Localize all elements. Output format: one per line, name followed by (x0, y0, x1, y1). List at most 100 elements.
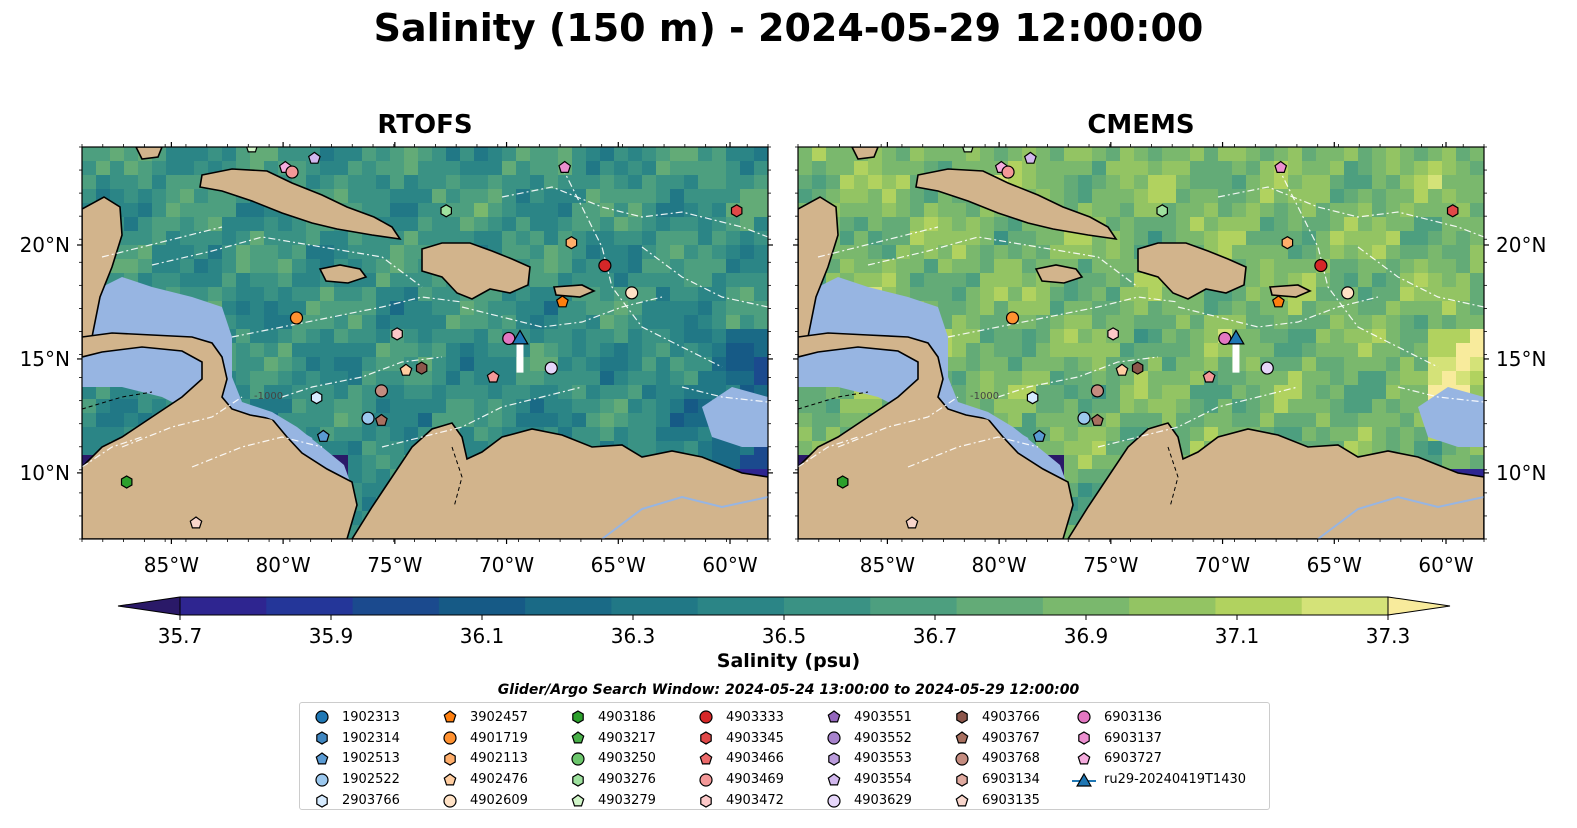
float-marker-4903767 (1090, 413, 1104, 426)
eez-boundary (101, 226, 223, 258)
float-marker-4903186 (836, 475, 849, 489)
float-marker-4903469 (1001, 165, 1015, 179)
float-marker-4903472 (1107, 327, 1119, 341)
legend-label: 4902113 (470, 751, 528, 767)
legend-float-marker (571, 731, 585, 744)
legend-marker-icon (571, 793, 585, 807)
legend-float-marker (827, 773, 841, 786)
shelf-area (1418, 387, 1484, 447)
legend-label: 4903554 (854, 772, 912, 788)
legend-label: 6903135 (982, 793, 1040, 809)
legend-float-marker (827, 710, 841, 723)
eez-boundary (641, 246, 768, 308)
float-marker-4903629 (1260, 361, 1274, 375)
land-mass (798, 332, 1074, 539)
legend-item: 4901719 (438, 728, 528, 749)
legend-item: 1902314 (310, 728, 400, 749)
float-marker-1902313 (784, 198, 796, 210)
legend-float-marker (572, 773, 584, 787)
eez-boundary (997, 356, 1159, 398)
legend-float-marker (315, 773, 329, 787)
colorbar-tick-label: 35.7 (158, 624, 203, 648)
legend-float-marker (956, 773, 968, 787)
legend-label: 4903469 (726, 772, 784, 788)
float-marker-4903186 (120, 475, 133, 489)
float-marker-4903217 (774, 266, 785, 277)
legend-item: 4903552 (822, 728, 912, 749)
lon-tick-label: 60°W (702, 553, 757, 577)
legend-item: 4903279 (566, 790, 656, 811)
legend-marker-icon (955, 731, 969, 744)
legend-item: 6903134 (950, 769, 1040, 790)
legend-marker-icon (572, 710, 584, 725)
legend-item: 4903276 (566, 769, 656, 790)
float-marker-1902314 (1521, 141, 1531, 153)
legend-float-marker (443, 773, 457, 786)
legend-label: 1902522 (342, 772, 400, 788)
legend-item: 4903553 (822, 749, 912, 770)
float-marker-4902476 (1115, 363, 1129, 376)
eez-boundary (231, 296, 463, 338)
eez-boundary (1397, 386, 1484, 403)
legend-marker-icon (700, 731, 712, 745)
colorbar-tick-label: 36.7 (913, 624, 958, 648)
float-marker-4901719 (289, 311, 304, 325)
legend-label: 4903766 (982, 709, 1040, 725)
legend-marker-icon (316, 731, 328, 745)
float-marker-4903768 (1090, 384, 1105, 398)
legend-marker-icon (700, 793, 712, 808)
legend-float-marker (443, 793, 457, 808)
legend-item: 4903217 (566, 728, 656, 749)
legend-label: 4903629 (854, 793, 912, 809)
legend-float-marker (572, 710, 584, 725)
float-marker-4903345 (1446, 204, 1459, 218)
legend-label: 4903551 (854, 709, 912, 725)
legend-item: 6903135 (950, 790, 1040, 811)
legend-label: 4903333 (726, 709, 784, 725)
float-marker-4903276 (440, 204, 452, 218)
legend-label: 4903279 (598, 793, 656, 809)
legend-item: 4903629 (822, 790, 912, 811)
panel-title-cmems: CMEMS (1087, 110, 1195, 140)
contour-label: -1000 (970, 391, 999, 402)
legend-marker-icon (956, 773, 968, 787)
lat-tick-label: 20°N (20, 233, 70, 257)
lat-tick-label: 15°N (1496, 347, 1546, 371)
lat-tick-label: 10°N (20, 461, 70, 485)
legend-float-marker (699, 710, 713, 724)
eez-boundary (798, 436, 859, 468)
legend-float-marker (571, 793, 585, 807)
float-marker-4903554 (307, 151, 321, 164)
legend-label: 4903186 (598, 709, 656, 725)
land-mass (1067, 422, 1484, 539)
legend-marker-icon (315, 773, 329, 787)
land-mass (82, 332, 358, 539)
legend-marker-icon (315, 752, 329, 765)
legend-glider-marker (1076, 772, 1092, 787)
float-marker-4903333 (598, 258, 612, 273)
float-marker-3902457 (1271, 295, 1285, 308)
legend-float-marker (956, 710, 968, 725)
legend-marker-icon (443, 793, 457, 808)
land-mass (552, 284, 596, 298)
eez-boundary (947, 296, 1179, 338)
float-marker-4902113 (565, 236, 578, 250)
float-marker-1902522 (361, 411, 375, 425)
lon-tick-label: 80°W (971, 553, 1026, 577)
legend-item: 4902476 (438, 769, 528, 790)
legend-item: 4903768 (950, 749, 1040, 770)
legend-item: 4903767 (950, 728, 1040, 749)
legend-float-marker (444, 752, 456, 766)
legend-marker-icon (699, 752, 713, 765)
panel-title-rtofs: RTOFS (377, 110, 473, 140)
legend-marker-icon (699, 773, 713, 787)
shelf-area (702, 387, 768, 447)
map-panel-rtofs: -1000 85°W 80°W 75°W 70°W 65°W 60°W 20°N 15°N 10°… (20, 142, 796, 577)
legend-float-marker (699, 752, 713, 765)
legend-item: 4903250 (566, 749, 656, 770)
legend-float-marker (443, 710, 457, 723)
legend-float-marker (827, 731, 841, 745)
legend-column: 4903766 4903767 4903768 6903134 6903135 (950, 707, 1040, 811)
legend-item: 4903472 (694, 790, 784, 811)
eez-boundary (1217, 186, 1484, 238)
